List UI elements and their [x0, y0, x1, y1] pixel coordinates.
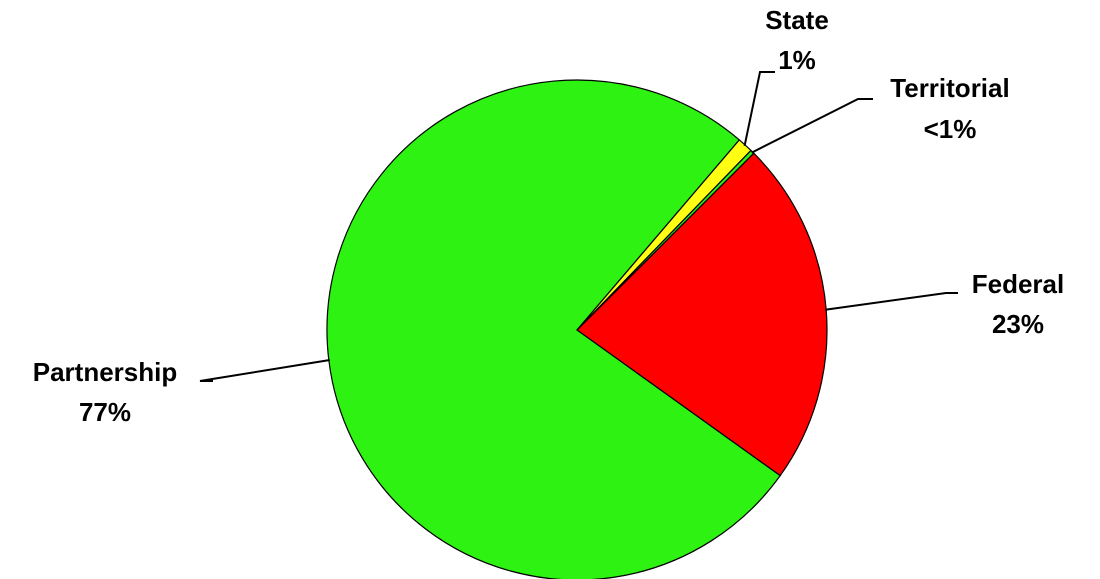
slice-label-partnership-value: 77%	[79, 397, 131, 427]
leader-line-territorial	[751, 98, 873, 154]
slice-label-territorial-name: Territorial	[890, 73, 1009, 103]
slice-label-federal-value: 23%	[992, 309, 1044, 339]
slice-label-state: State 1%	[765, 5, 829, 75]
leader-line-federal	[825, 292, 958, 311]
slice-label-state-name: State	[765, 5, 829, 35]
slice-label-federal-name: Federal	[972, 269, 1065, 299]
slice-label-partnership-name: Partnership	[33, 357, 178, 387]
leader-line-state	[743, 71, 775, 147]
slice-label-state-value: 1%	[778, 45, 816, 75]
slice-label-territorial: Territorial <1%	[890, 73, 1009, 144]
leader-lines	[199, 71, 958, 382]
slice-label-territorial-value: <1%	[924, 114, 977, 144]
slice-label-partnership: Partnership 77%	[33, 357, 178, 427]
slice-label-federal: Federal 23%	[972, 269, 1065, 339]
pie-slices	[326, 79, 828, 579]
leader-line-partnership	[199, 359, 330, 382]
